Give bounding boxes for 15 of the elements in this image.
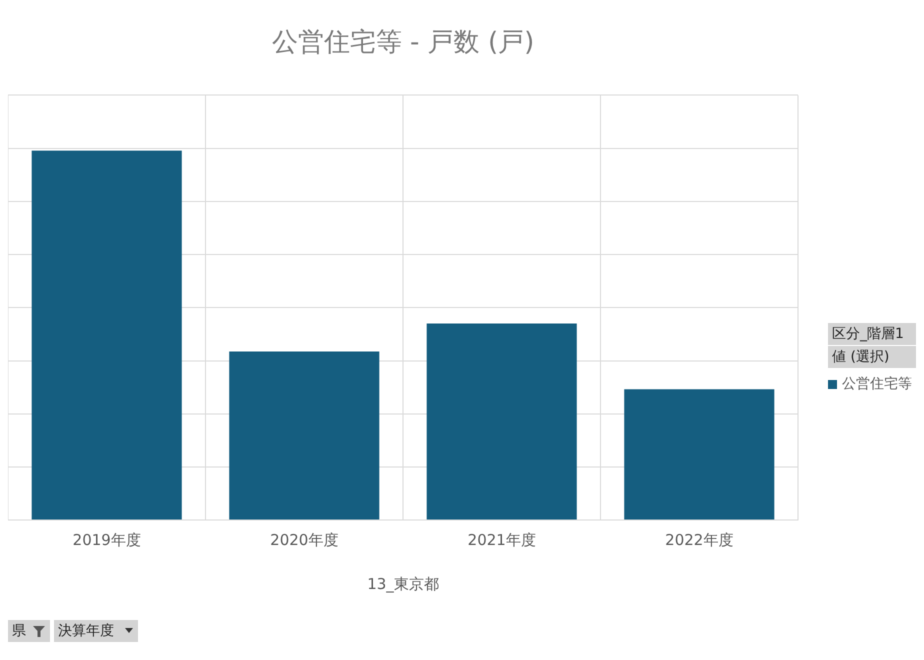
chart-title: 公営住宅等 - 戸数 (戸) <box>272 27 534 58</box>
legend-label: 公営住宅等 <box>842 375 912 393</box>
x-tick-label: 2021年度 <box>468 530 536 549</box>
x-tick-label: 2020年度 <box>270 530 338 549</box>
text: 決算年度 <box>58 622 114 640</box>
bar <box>426 323 577 520</box>
bar <box>624 389 774 520</box>
text: 値 (選択) <box>828 346 916 369</box>
x-tick-label: 2022年度 <box>665 530 734 549</box>
bar <box>32 150 182 520</box>
text: 県 <box>12 622 26 640</box>
x-axis-title: 13_東京都 <box>367 574 439 593</box>
legend-title: 区分_階層1 <box>828 323 916 346</box>
x-tick-label: 2019年度 <box>72 530 141 549</box>
bar <box>229 352 380 520</box>
